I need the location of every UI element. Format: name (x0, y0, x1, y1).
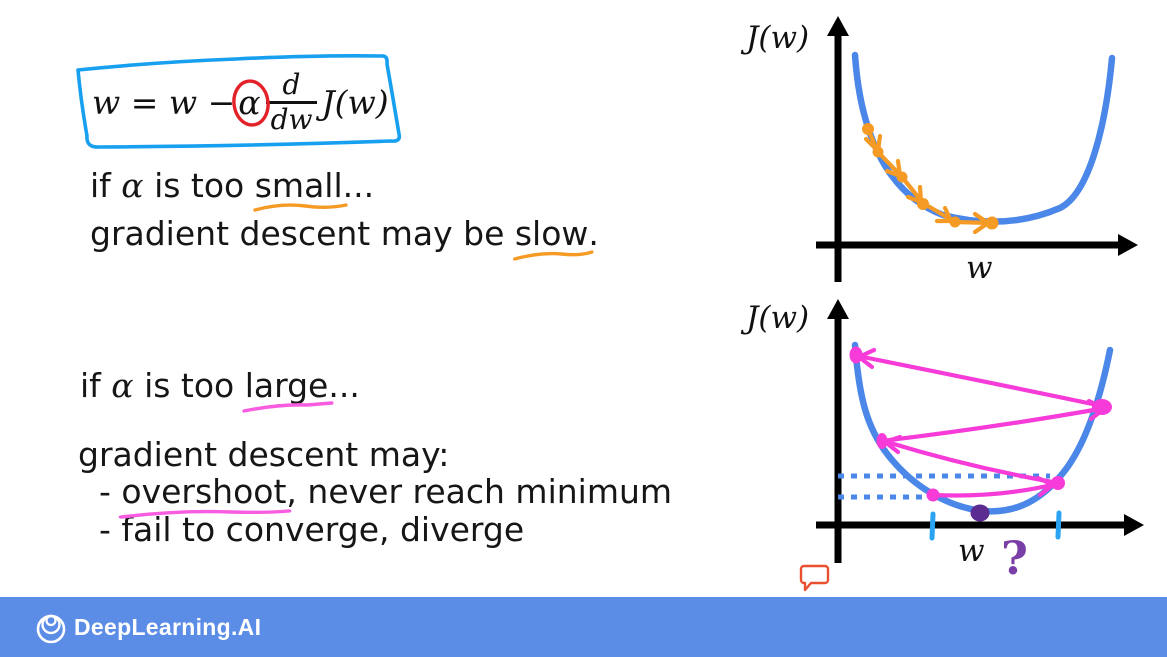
large-alpha-chart (816, 299, 1144, 563)
small-chart-ylabel: J(w) (746, 20, 810, 56)
keyword-overshoot: overshoot (118, 473, 292, 519)
overshoot-points (849, 346, 1112, 502)
fraction-denominator: dw (265, 100, 318, 134)
text-if: if (80, 366, 112, 405)
x-axis-tick-marks (929, 510, 1062, 541)
may-header-line: gradient descent may: (78, 435, 450, 474)
x-axis-arrowhead-icon (1124, 514, 1144, 536)
large-alpha-consequences: gradient descent may: - overshoot, never… (78, 436, 672, 548)
fraction-numerator: d (282, 68, 301, 102)
pink-underline-icon (118, 508, 292, 519)
pink-underline-icon (242, 401, 334, 413)
alpha-symbol: α (121, 166, 144, 205)
text-is-too: is too (133, 366, 245, 405)
text-if: if (90, 166, 122, 205)
large-alpha-line1: if α is too large... (80, 366, 360, 413)
derivative-fraction: d dw (265, 68, 318, 134)
update-rule-formula: w = w − α d dw J(w) (92, 62, 389, 142)
y-axis-arrowhead-icon (827, 16, 849, 36)
descent-step-arrows (863, 126, 995, 235)
alpha-circled: α (232, 78, 271, 127)
axes (816, 299, 1144, 563)
speech-bubble-icon (799, 564, 830, 592)
bullet-dash: - (78, 509, 122, 549)
keyword-small: small (252, 166, 348, 212)
x-axis-arrowhead-icon (1118, 234, 1138, 256)
red-circle-annotation-icon (232, 78, 271, 127)
alpha-symbol: α (238, 82, 261, 122)
text-is-too: is too (143, 166, 255, 205)
ellipsis: ... (328, 366, 360, 405)
footer-bar: DeepLearning.AI (0, 597, 1167, 657)
bullet-dash: - (78, 472, 122, 512)
bullet-rest: , never reach minimum (286, 472, 673, 512)
small-chart-xlabel: w (966, 250, 993, 286)
y-axis-arrowhead-icon (827, 299, 849, 319)
keyword-large: large (242, 366, 334, 413)
large-chart-xlabel: w (958, 533, 985, 569)
bullet-diverge-line: - fail to converge, diverge (78, 509, 525, 549)
bullet-overshoot-line: - overshoot, never reach minimum (78, 472, 673, 519)
overshoot-arrows (854, 347, 1110, 498)
small-alpha-line2: gradient descent may be slow. (90, 214, 599, 261)
small-alpha-line1: if α is too small... (90, 166, 375, 212)
brand-name: DeepLearning.AI (74, 613, 262, 640)
formula-box-outline (76, 54, 402, 149)
dotted-reference-lines (838, 473, 1050, 500)
text-gd-may-be: gradient descent may be (90, 214, 515, 253)
ellipsis: ... (342, 166, 375, 205)
question-mark-annotation: ? (1001, 531, 1028, 585)
alpha-symbol: α (111, 366, 134, 405)
cost-curve (851, 51, 1116, 225)
keyword-slow: slow (512, 214, 594, 261)
small-alpha-chart (816, 16, 1138, 282)
minimum-point (970, 504, 990, 522)
period: . (588, 214, 599, 253)
descent-step-points (862, 123, 999, 230)
large-chart-ylabel: J(w) (746, 300, 810, 336)
orange-underline-icon (512, 250, 594, 261)
formula-lhs: w = w − (92, 82, 236, 122)
orange-underline-icon (252, 203, 348, 212)
formula-rhs: J(w) (321, 82, 389, 122)
axes (816, 16, 1138, 282)
deeplearning-ai-logo-icon (36, 614, 66, 644)
